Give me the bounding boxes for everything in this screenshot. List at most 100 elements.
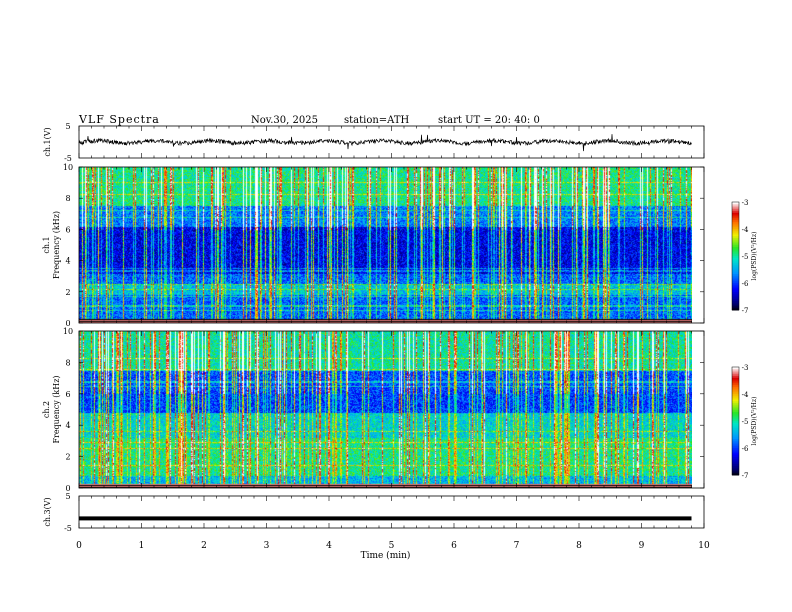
colorbar-segment: [732, 216, 739, 219]
colorbar-segment: [732, 220, 739, 223]
colorbar-segment: [732, 426, 739, 429]
colorbar-segment: [732, 442, 739, 445]
colorbar-segment: [732, 448, 739, 451]
colorbar-segment: [732, 227, 739, 230]
y-tick-label: 4: [65, 421, 70, 430]
colorbar-segment: [732, 212, 739, 216]
y-tick-label: -5: [64, 154, 72, 163]
colorbar-segment: [732, 283, 739, 286]
colorbar-segment: [732, 203, 739, 207]
colorbar-segment: [732, 403, 739, 406]
colorbar-segment: [732, 284, 739, 288]
colorbar-segment: [732, 406, 739, 409]
colorbar-segment: [732, 302, 739, 306]
colorbar-segment: [732, 404, 739, 408]
colorbar-segment: [732, 469, 739, 472]
colorbar-segment: [732, 381, 739, 384]
colorbar-tick-label: -3: [742, 364, 749, 372]
colorbar-segment: [732, 261, 739, 264]
colorbar-segment: [732, 266, 739, 270]
colorbar-tick-label: -4: [742, 391, 749, 399]
colorbar-segment: [732, 239, 739, 243]
colorbar-segment: [732, 248, 739, 252]
colorbar-segment: [732, 241, 739, 244]
colorbar-tick-label: -5: [742, 253, 749, 261]
y-tick-label: 0: [65, 484, 70, 493]
colorbar-segment: [732, 417, 739, 420]
start-ut-label: start UT = 20: 40: 0: [438, 115, 540, 126]
colorbar-segment: [732, 383, 739, 386]
colorbar-segment: [732, 370, 739, 373]
x-tick-label: 0: [76, 541, 82, 551]
colorbar-segment: [732, 301, 739, 304]
colorbar-segment: [732, 410, 739, 413]
colorbar-segment: [732, 421, 739, 424]
colorbar-segment: [732, 424, 739, 427]
colorbar-segment: [732, 430, 739, 433]
x-tick-label: 3: [264, 541, 270, 551]
y-tick-label: 6: [65, 390, 70, 399]
y-tick-label: 2: [65, 288, 70, 297]
x-tick-label: 2: [201, 541, 207, 551]
x-tick-label: 7: [514, 541, 520, 551]
colorbar-segment: [732, 390, 739, 393]
y-tick-label: 6: [65, 225, 70, 234]
spectrogram-image-ch1: [79, 167, 692, 323]
colorbar-segment: [732, 254, 739, 257]
colorbar-segment: [732, 385, 739, 388]
colorbar-frame: [731, 366, 740, 476]
colorbar-segment: [732, 367, 739, 370]
colorbar-segment: [732, 290, 739, 293]
colorbar-segment: [732, 306, 739, 309]
colorbar-segment: [732, 281, 739, 284]
date-label: Nov.30, 2025: [251, 115, 318, 126]
colorbar-segment: [732, 379, 739, 382]
colorbar-segment: [732, 460, 739, 463]
station-label: station=ATH: [344, 115, 410, 126]
colorbar-segment: [732, 236, 739, 239]
colorbar-segment: [732, 368, 739, 372]
y-tick-label: 5: [65, 492, 70, 501]
x-tick-label: 8: [576, 541, 582, 551]
colorbar-segment: [732, 422, 739, 426]
colorbar-tick-label: -5: [742, 418, 749, 426]
colorbar-segment: [732, 433, 739, 436]
colorbar-segment: [732, 392, 739, 395]
colorbar-segment: [732, 462, 739, 465]
colorbar-segment: [732, 209, 739, 212]
colorbar-segment: [732, 397, 739, 400]
colorbar-segment: [732, 466, 739, 469]
colorbar-segment: [732, 413, 739, 417]
colorbar-segment: [732, 245, 739, 248]
colorbar-segment: [732, 455, 739, 458]
colorbar-segment: [732, 376, 739, 379]
colorbar-segment: [732, 288, 739, 291]
colorbar-segment: [732, 268, 739, 271]
y-tick-label: 8: [65, 358, 70, 367]
colorbar-segment: [732, 299, 739, 302]
y-axis-label-frequency: Frequency (kHz): [52, 375, 61, 443]
colorbar-segment: [732, 214, 739, 217]
colorbar-segment: [732, 230, 739, 234]
colorbar-segment: [732, 377, 739, 381]
colorbar-segment: [732, 292, 739, 295]
colorbar-segment: [732, 225, 739, 228]
colorbar-segment: [732, 277, 739, 280]
colorbar-segment: [732, 435, 739, 438]
colorbar-segment: [732, 286, 739, 289]
colorbar-segment: [732, 374, 739, 377]
colorbar-segment: [732, 247, 739, 250]
spectrogram-image-ch2: [79, 331, 692, 488]
colorbar-tick-label: -7: [742, 472, 749, 480]
y-axis-label: ch.3(V): [43, 497, 52, 526]
colorbar-segment: [732, 437, 739, 440]
y-axis-label-channel: ch.1: [42, 236, 51, 253]
x-tick-label: 9: [639, 541, 645, 551]
y-tick-label: 8: [65, 194, 70, 203]
colorbar-segment: [732, 279, 739, 282]
x-tick-label: 4: [326, 541, 332, 551]
colorbar-segment: [732, 256, 739, 259]
colorbar-segment: [732, 263, 739, 266]
colorbar-segment: [732, 388, 739, 391]
colorbar-segment: [732, 464, 739, 467]
